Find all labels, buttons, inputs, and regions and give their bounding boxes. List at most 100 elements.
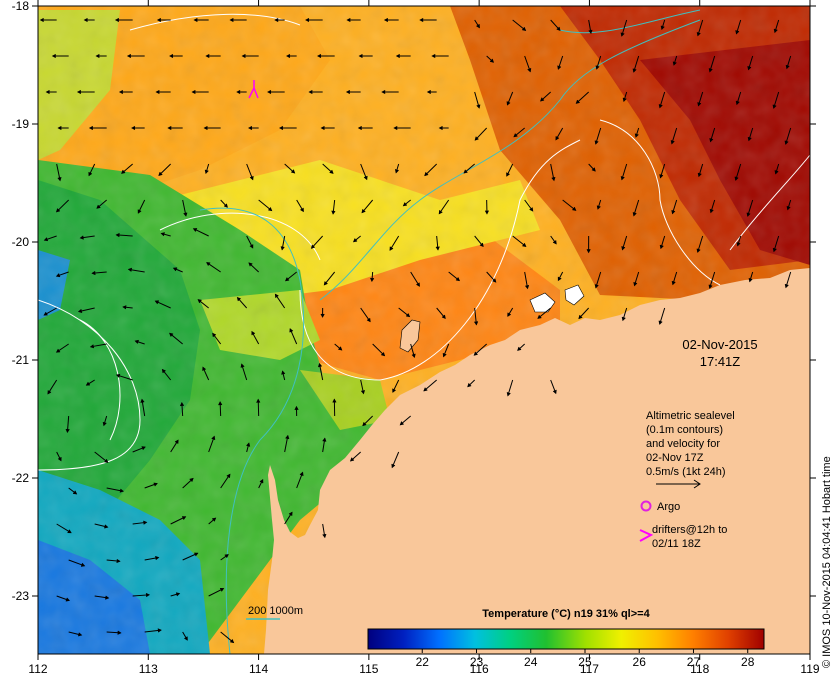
velocity-arrow xyxy=(575,91,590,104)
velocity-arrow xyxy=(467,379,476,388)
velocity-arrow xyxy=(220,473,231,489)
velocity-arrow xyxy=(550,235,557,245)
velocity-arrow xyxy=(506,379,514,397)
velocity-arrow xyxy=(155,89,171,95)
colorbar-tick-label: 26 xyxy=(633,655,647,669)
velocity-arrow xyxy=(423,379,437,392)
velocity-arrow xyxy=(241,53,259,59)
velocity-arrow xyxy=(204,163,210,175)
velocity-arrow xyxy=(331,199,336,215)
y-tick-label: -19 xyxy=(12,117,30,131)
velocity-arrow xyxy=(131,125,145,131)
velocity-arrow xyxy=(132,592,150,598)
velocity-arrow xyxy=(774,163,780,175)
velocity-scale-arrow xyxy=(656,479,701,489)
velocity-arrow xyxy=(212,332,222,345)
velocity-arrow xyxy=(56,595,70,602)
velocity-arrow xyxy=(389,235,400,251)
velocity-arrow xyxy=(77,307,95,313)
velocity-arrow xyxy=(68,487,78,495)
velocity-arrow xyxy=(463,163,475,174)
velocity-arrow xyxy=(154,300,171,309)
velocity-arrow xyxy=(747,127,754,142)
velocity-arrow xyxy=(294,405,299,417)
velocity-arrow xyxy=(506,163,514,177)
velocity-arrow xyxy=(435,235,440,251)
x-axis-ticks: 112 113 114 115 116 117 118 119 xyxy=(28,0,820,676)
velocity-arrow xyxy=(436,307,446,319)
y-tick-label: -22 xyxy=(12,471,30,485)
velocity-arrow xyxy=(208,517,217,525)
altimetry-note-1: Altimetric sealevel xyxy=(646,410,735,422)
x-tick-label: 119 xyxy=(800,662,819,676)
velocity-arrow xyxy=(251,330,260,345)
velocity-arrow xyxy=(353,235,361,243)
velocity-arrow xyxy=(424,163,438,177)
sealevel-contours xyxy=(38,13,810,471)
velocity-arrow xyxy=(383,17,399,23)
y-tick-label: -20 xyxy=(12,235,30,249)
velocity-arrow xyxy=(784,271,792,289)
argo-legend-icon xyxy=(640,500,652,512)
velocity-arrow xyxy=(595,55,602,70)
velocity-arrow xyxy=(360,379,365,395)
velocity-arrow xyxy=(220,554,229,561)
velocity-arrow xyxy=(734,163,742,181)
velocity-arrow xyxy=(346,17,361,23)
velocity-arrow xyxy=(517,343,526,351)
velocity-arrow xyxy=(772,91,780,109)
velocity-arrow xyxy=(172,267,183,273)
velocity-arrow xyxy=(334,343,343,351)
velocity-arrow xyxy=(323,271,336,286)
velocity-arrow xyxy=(402,199,411,207)
velocity-arrow xyxy=(431,53,449,59)
velocity-arrow xyxy=(671,271,678,286)
velocity-arrow xyxy=(118,89,133,95)
velocity-arrow xyxy=(289,328,298,345)
velocity-arrow xyxy=(193,17,209,23)
velocity-arrow xyxy=(486,271,497,283)
velocity-arrow xyxy=(474,235,484,248)
velocity-arrow xyxy=(220,199,228,208)
velocity-arrow xyxy=(161,368,172,381)
velocity-arrow xyxy=(280,235,286,251)
velocity-arrow xyxy=(102,415,108,427)
velocity-arrow xyxy=(94,451,109,463)
timestamp-date: 02-Nov-2015 xyxy=(682,337,757,352)
velocity-arrow xyxy=(621,235,628,251)
velocity-arrow xyxy=(248,125,259,131)
velocity-arrows xyxy=(39,17,792,644)
velocity-arrow xyxy=(322,523,327,539)
velocity-arrow xyxy=(43,307,57,316)
velocity-arrow xyxy=(106,558,121,563)
velocity-arrow xyxy=(550,379,557,395)
isobaths xyxy=(199,9,701,654)
velocity-arrow xyxy=(96,199,107,209)
velocity-arrow xyxy=(357,125,373,131)
velocity-arrow xyxy=(68,631,83,637)
velocity-arrow xyxy=(137,199,146,214)
velocity-arrow xyxy=(248,262,260,273)
velocity-arrow xyxy=(79,235,95,240)
velocity-arrow xyxy=(246,235,254,249)
velocity-arrow xyxy=(632,55,640,73)
velocity-arrow xyxy=(68,559,86,567)
velocity-arrow xyxy=(362,415,374,427)
velocity-arrow xyxy=(507,307,514,317)
velocity-arrow xyxy=(370,271,375,283)
velocity-arrow xyxy=(236,89,247,95)
velocity-arrow xyxy=(484,199,489,215)
colorbar-title: Temperature (°C) n19 31% ql>=4 xyxy=(482,608,650,620)
velocity-arrow xyxy=(748,271,754,283)
barrow-island xyxy=(399,319,421,353)
velocity-arrow xyxy=(208,588,225,597)
velocity-arrow xyxy=(391,451,400,469)
velocity-arrow xyxy=(286,53,297,59)
x-tick-label: 118 xyxy=(690,662,709,676)
isobath-legend-label: 200 1000m xyxy=(248,605,303,617)
velocity-arrow xyxy=(621,307,628,322)
velocity-arrow xyxy=(88,163,96,177)
colorbar-tick-label: 23 xyxy=(470,655,484,669)
velocity-arrow xyxy=(438,199,450,215)
velocity-arrow xyxy=(393,125,411,131)
